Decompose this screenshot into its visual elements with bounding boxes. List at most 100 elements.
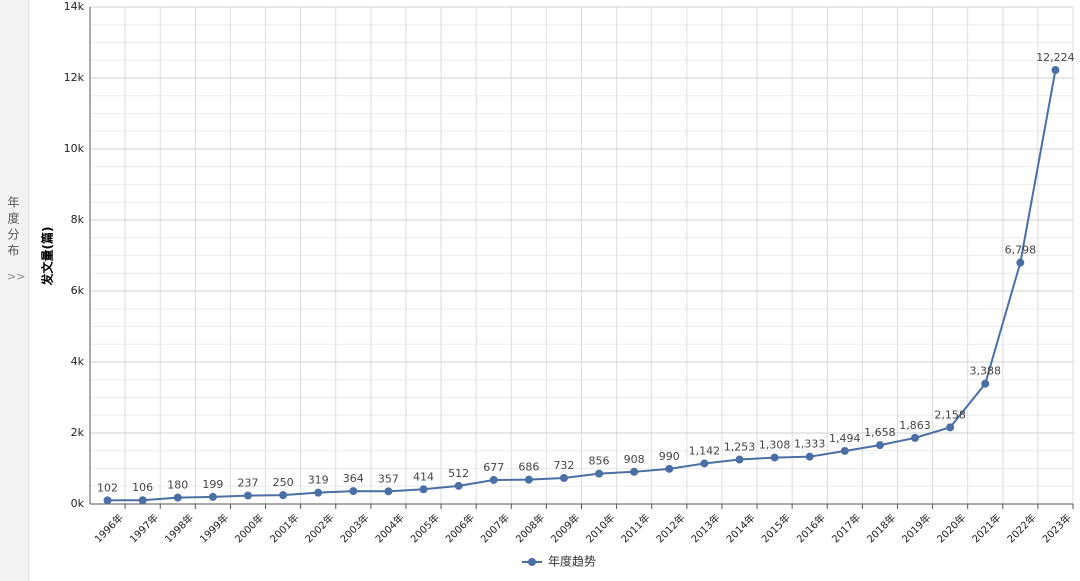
x-tick-label: 1998年	[162, 511, 196, 545]
y-tick-label: 4k	[71, 355, 85, 368]
data-label: 3,388	[969, 365, 1001, 378]
data-label: 106	[132, 481, 153, 494]
x-tick-label: 2005年	[407, 511, 441, 545]
data-label: 199	[202, 478, 223, 491]
data-label: 1,494	[829, 432, 861, 445]
sidebar-toggle[interactable]: >>	[7, 270, 26, 283]
point	[173, 493, 182, 502]
point	[419, 485, 428, 494]
x-tick-label: 2017年	[829, 511, 863, 545]
x-tick-label: 2021年	[969, 511, 1003, 545]
point	[454, 481, 463, 490]
x-tick-label: 2007年	[478, 511, 512, 545]
point	[805, 452, 814, 461]
data-label: 250	[273, 476, 294, 489]
data-label: 856	[589, 455, 610, 468]
point	[770, 453, 779, 462]
x-tick-label: 2016年	[794, 511, 828, 545]
data-label: 357	[378, 472, 399, 485]
x-tick-label: 2008年	[513, 511, 547, 545]
data-label: 414	[413, 470, 434, 483]
x-tick-label: 2009年	[548, 511, 582, 545]
series-line	[107, 69, 1057, 502]
x-tick-label: 2022年	[1004, 511, 1038, 545]
data-label: 677	[483, 461, 504, 474]
y-axis-label: 发文量(篇)	[40, 227, 55, 287]
x-tick-label: 2012年	[653, 511, 687, 545]
point	[840, 446, 849, 455]
point	[981, 379, 990, 388]
data-label: 1,333	[794, 438, 826, 451]
y-tick-label: 2k	[71, 426, 85, 439]
point	[911, 433, 920, 442]
data-label: 319	[308, 474, 329, 487]
point	[138, 496, 147, 505]
y-tick-label: 14k	[64, 0, 85, 13]
data-label: 1,142	[689, 444, 721, 457]
point	[559, 474, 568, 483]
y-tick-label: 10k	[64, 142, 85, 155]
x-tick-label: 2019年	[899, 511, 933, 545]
x-tick-label: 2001年	[267, 511, 301, 545]
x-tick-label: 2002年	[302, 511, 336, 545]
y-tick-label: 6k	[71, 284, 85, 297]
y-tick-label: 12k	[64, 71, 85, 84]
x-tick-label: 1999年	[197, 511, 231, 545]
data-label: 6,798	[1005, 244, 1037, 257]
point	[103, 496, 112, 505]
data-label: 1,863	[899, 419, 931, 432]
x-tick-label: 2018年	[864, 511, 898, 545]
x-tick-label: 2006年	[443, 511, 477, 545]
data-label: 1,253	[724, 441, 756, 454]
point	[1051, 66, 1060, 75]
data-label: 512	[448, 467, 469, 480]
x-tick-label: 2010年	[583, 511, 617, 545]
x-tick-label: 1996年	[92, 511, 126, 545]
x-tick-label: 2013年	[688, 511, 722, 545]
point	[243, 491, 252, 500]
data-label: 102	[97, 481, 118, 494]
data-label: 732	[553, 459, 574, 472]
data-label: 1,658	[864, 426, 896, 439]
x-tick-label: 2004年	[372, 511, 406, 545]
x-tick-label: 2020年	[934, 511, 968, 545]
x-tick-label: 2000年	[232, 511, 266, 545]
x-tick-label: 1997年	[127, 511, 161, 545]
data-label: 2,158	[934, 408, 966, 421]
y-tick-label: 0k	[71, 497, 85, 510]
point	[314, 488, 323, 497]
data-label: 1,308	[759, 439, 791, 452]
point	[208, 492, 217, 501]
x-tick-label: 2023年	[1039, 511, 1073, 545]
x-tick-label: 2015年	[759, 511, 793, 545]
data-label: 12,224	[1036, 51, 1075, 64]
point	[349, 487, 358, 496]
point	[1016, 258, 1025, 267]
legend-marker	[528, 558, 536, 566]
data-label: 990	[659, 450, 680, 463]
point	[665, 464, 674, 473]
point	[524, 475, 533, 484]
point	[279, 491, 288, 500]
point	[875, 441, 884, 450]
y-tick-label: 8k	[71, 213, 85, 226]
point	[946, 423, 955, 432]
point	[630, 467, 639, 476]
x-tick-label: 2003年	[337, 511, 371, 545]
data-label: 364	[343, 472, 364, 485]
x-tick-label: 2014年	[723, 511, 757, 545]
point	[595, 469, 604, 478]
x-tick-label: 2011年	[618, 511, 652, 545]
sidebar-label[interactable]: 年度分布	[6, 196, 20, 260]
point	[735, 455, 744, 464]
data-label: 180	[167, 479, 188, 492]
point	[384, 487, 393, 496]
point	[489, 475, 498, 484]
sidebar[interactable]: 年度分布 >>	[0, 0, 29, 581]
data-label: 237	[237, 477, 258, 490]
data-label: 686	[518, 461, 539, 474]
point	[700, 459, 709, 468]
legend-label: 年度趋势	[548, 554, 596, 569]
